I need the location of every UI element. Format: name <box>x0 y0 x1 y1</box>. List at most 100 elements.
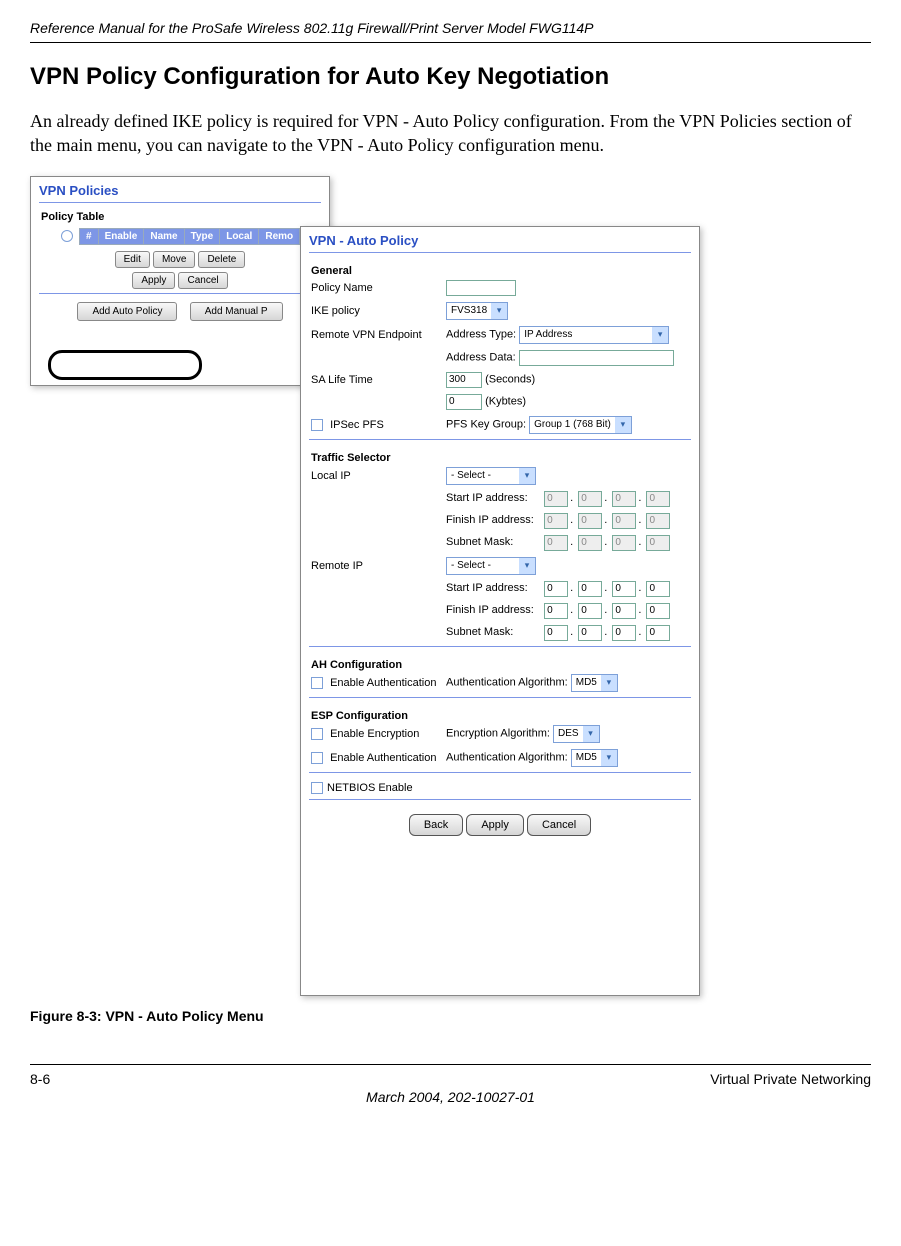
remote-subnet-2[interactable] <box>578 625 602 641</box>
remote-subnet-label: Subnet Mask: <box>446 626 541 638</box>
esp-enc-algo-select[interactable]: DES ▾ <box>553 725 600 743</box>
chevron-down-icon: ▾ <box>519 558 535 574</box>
sa-kbytes-suffix: (Kybtes) <box>485 395 526 407</box>
address-type-select[interactable]: IP Address ▾ <box>519 326 669 344</box>
cancel-button-bottom[interactable]: Cancel <box>527 814 591 836</box>
apply-button-bottom[interactable]: Apply <box>466 814 524 836</box>
remote-start-ip-4[interactable] <box>646 581 670 597</box>
local-start-ip-3[interactable] <box>612 491 636 507</box>
remote-subnet-4[interactable] <box>646 625 670 641</box>
esp-heading: ESP Configuration <box>301 704 699 722</box>
chevron-down-icon: ▾ <box>652 327 668 343</box>
ah-auth-algo-select[interactable]: MD5 ▾ <box>571 674 618 692</box>
footer-section: Virtual Private Networking <box>710 1071 871 1087</box>
address-data-input[interactable] <box>519 350 674 366</box>
divider <box>309 799 691 800</box>
local-start-ip-1[interactable] <box>544 491 568 507</box>
local-start-ip-4[interactable] <box>646 491 670 507</box>
divider <box>39 293 321 294</box>
ike-policy-label: IKE policy <box>311 305 446 317</box>
add-manual-policy-button[interactable]: Add Manual P <box>190 302 283 321</box>
local-subnet-1[interactable] <box>544 535 568 551</box>
divider <box>309 697 691 698</box>
ah-enable-auth-checkbox[interactable] <box>311 677 323 689</box>
esp-enable-enc-checkbox[interactable] <box>311 728 323 740</box>
esp-enable-auth-checkbox[interactable] <box>311 752 323 764</box>
footer-date: March 2004, 202-10027-01 <box>30 1089 871 1105</box>
remote-ip-select[interactable]: - Select - ▾ <box>446 557 536 575</box>
netbios-checkbox[interactable] <box>311 782 323 794</box>
chevron-down-icon: ▾ <box>583 726 599 742</box>
local-subnet-3[interactable] <box>612 535 636 551</box>
remote-finish-ip-1[interactable] <box>544 603 568 619</box>
local-subnet-label: Subnet Mask: <box>446 536 541 548</box>
policy-table-heading: Policy Table <box>31 209 329 225</box>
remote-endpoint-label: Remote VPN Endpoint <box>311 329 446 341</box>
chevron-down-icon: ▾ <box>601 675 617 691</box>
local-ip-select[interactable]: - Select - ▾ <box>446 467 536 485</box>
local-finish-ip-2[interactable] <box>578 513 602 529</box>
sa-seconds-input[interactable] <box>446 372 482 388</box>
ipsec-pfs-checkbox[interactable] <box>311 419 323 431</box>
divider <box>39 202 321 203</box>
remote-subnet-3[interactable] <box>612 625 636 641</box>
esp-enable-enc-label: Enable Encryption <box>330 728 419 740</box>
remote-finish-ip-3[interactable] <box>612 603 636 619</box>
esp-enc-algo-label: Encryption Algorithm: <box>446 727 550 739</box>
divider <box>309 439 691 440</box>
add-auto-policy-button[interactable]: Add Auto Policy <box>77 302 177 321</box>
ipsec-pfs-label: IPSec PFS <box>330 419 384 431</box>
netbios-label: NETBIOS Enable <box>327 782 413 794</box>
pfs-key-group-select[interactable]: Group 1 (768 Bit) ▾ <box>529 416 632 434</box>
col-enable: Enable <box>98 228 144 244</box>
delete-button[interactable]: Delete <box>198 251 245 268</box>
apply-button[interactable]: Apply <box>132 272 175 289</box>
local-start-ip-2[interactable] <box>578 491 602 507</box>
sa-seconds-suffix: (Seconds) <box>485 373 535 385</box>
ah-auth-algo-label: Authentication Algorithm: <box>446 676 568 688</box>
remote-start-ip-2[interactable] <box>578 581 602 597</box>
figure-area: VPN Policies Policy Table # Enable Name … <box>30 176 710 996</box>
policy-name-input[interactable] <box>446 280 516 296</box>
local-finish-ip-4[interactable] <box>646 513 670 529</box>
remote-subnet-1[interactable] <box>544 625 568 641</box>
back-button[interactable]: Back <box>409 814 463 836</box>
ah-auth-algo-value: MD5 <box>576 677 597 688</box>
general-heading: General <box>301 259 699 277</box>
remote-start-ip-label: Start IP address: <box>446 582 541 594</box>
local-subnet-4[interactable] <box>646 535 670 551</box>
local-subnet-2[interactable] <box>578 535 602 551</box>
local-finish-ip-3[interactable] <box>612 513 636 529</box>
divider <box>309 772 691 773</box>
local-start-ip-label: Start IP address: <box>446 492 541 504</box>
highlight-ring <box>48 350 202 380</box>
local-finish-ip-label: Finish IP address: <box>446 514 541 526</box>
cancel-button[interactable]: Cancel <box>178 272 227 289</box>
vpn-auto-policy-panel: VPN - Auto Policy General Policy Name IK… <box>300 226 700 996</box>
esp-auth-algo-label: Authentication Algorithm: <box>446 751 568 763</box>
remote-start-ip-3[interactable] <box>612 581 636 597</box>
col-num: # <box>80 228 99 244</box>
esp-auth-algo-select[interactable]: MD5 ▾ <box>571 749 618 767</box>
esp-auth-algo-value: MD5 <box>576 752 597 763</box>
traffic-selector-heading: Traffic Selector <box>301 446 699 464</box>
address-type-value: IP Address <box>524 329 572 340</box>
policy-table: # Enable Name Type Local Remo <box>59 228 300 245</box>
sa-life-label: SA Life Time <box>311 374 446 386</box>
move-button[interactable]: Move <box>153 251 195 268</box>
esp-enc-algo-value: DES <box>558 728 579 739</box>
local-ip-label: Local IP <box>311 470 446 482</box>
pfs-key-group-value: Group 1 (768 Bit) <box>534 419 611 430</box>
chevron-down-icon: ▾ <box>601 750 617 766</box>
chevron-down-icon: ▾ <box>491 303 507 319</box>
edit-button[interactable]: Edit <box>115 251 150 268</box>
remote-finish-ip-2[interactable] <box>578 603 602 619</box>
remote-start-ip-1[interactable] <box>544 581 568 597</box>
remote-finish-ip-4[interactable] <box>646 603 670 619</box>
local-finish-ip-1[interactable] <box>544 513 568 529</box>
local-ip-select-value: - Select - <box>451 470 491 481</box>
sa-kbytes-input[interactable] <box>446 394 482 410</box>
radio-icon[interactable] <box>61 230 73 242</box>
ah-enable-auth-label: Enable Authentication <box>330 677 436 689</box>
ike-policy-select[interactable]: FVS318 ▾ <box>446 302 508 320</box>
